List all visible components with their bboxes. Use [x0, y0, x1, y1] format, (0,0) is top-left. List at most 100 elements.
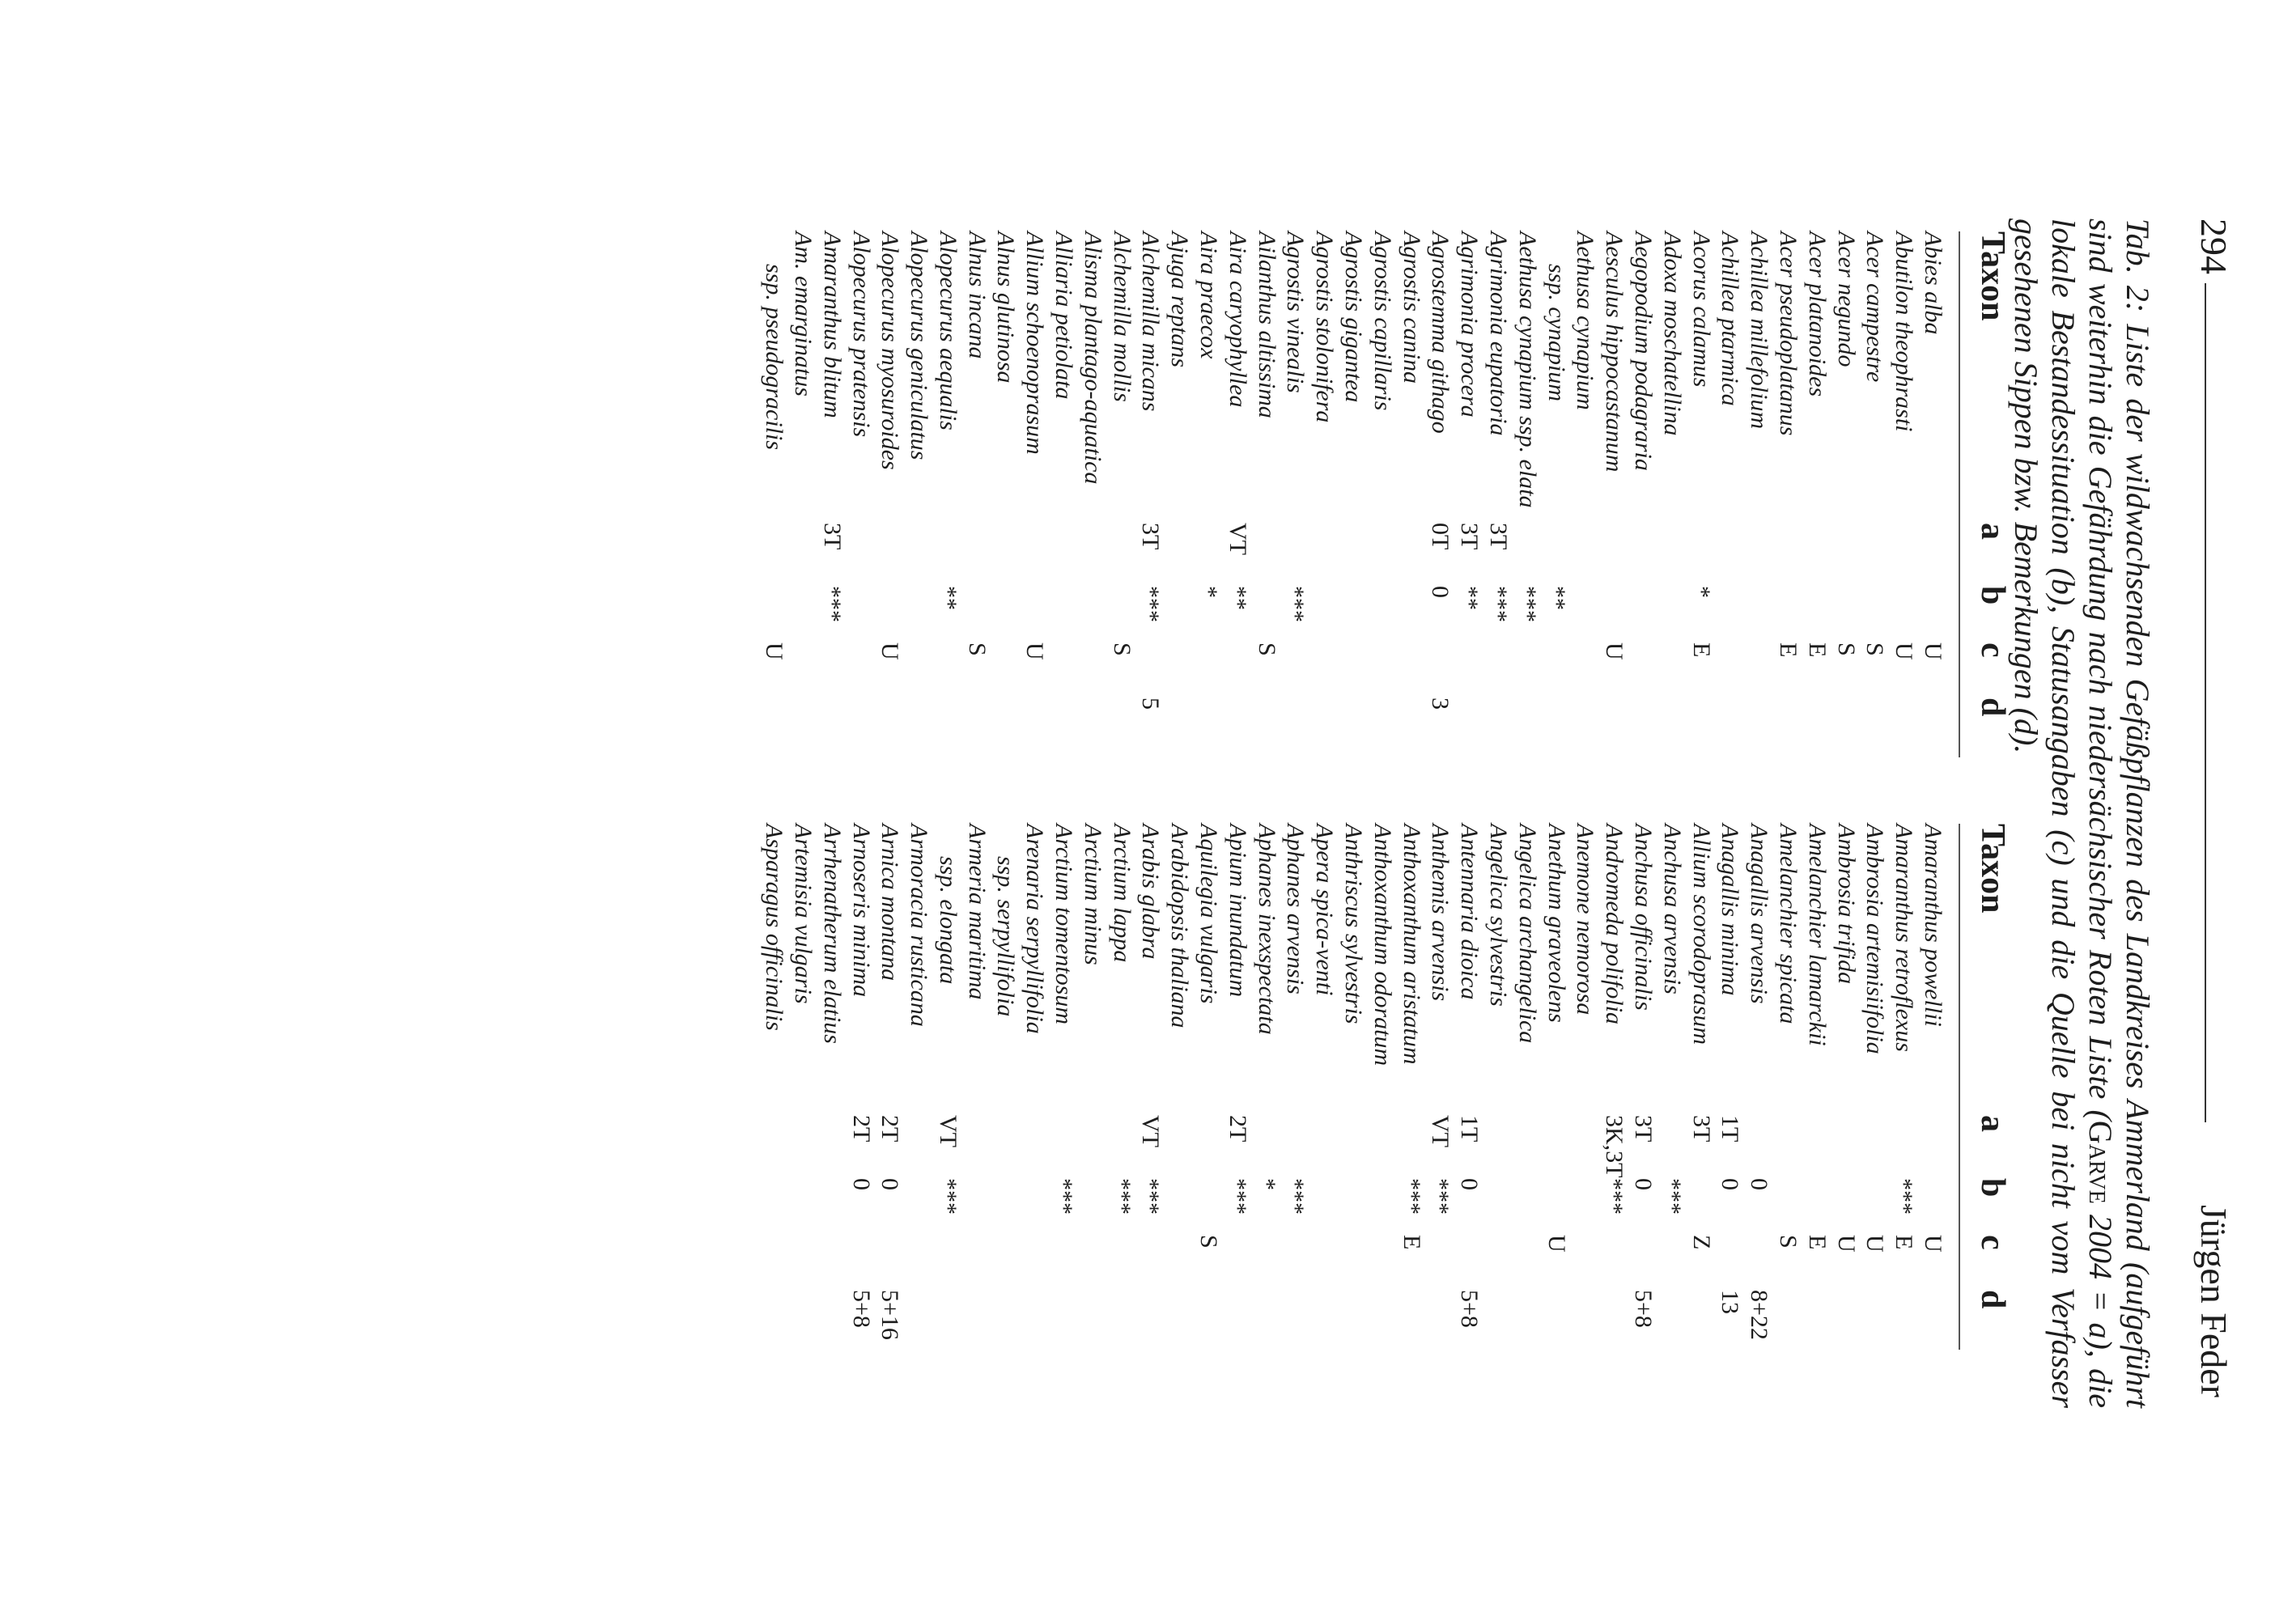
- col-a-cell: 3T: [1456, 523, 1483, 550]
- table-row: Acer platanoides E: [1802, 231, 1831, 757]
- table-row: Arctium lappa ***: [1107, 824, 1136, 1350]
- col-d-cell: 5: [1137, 698, 1165, 710]
- taxon-cell: Aquilegia vulgaris: [1195, 824, 1223, 1004]
- taxon-table-left: Taxon a b c d Abies alba U Abutilon theoph…: [759, 231, 2017, 757]
- taxon-cell: Agrostis stolonifera: [1311, 231, 1339, 423]
- table-row: Alopecurus pratensis: [847, 231, 876, 757]
- table-row: Alnus glutinosa: [991, 231, 1021, 757]
- col-c-cell: E: [1803, 1235, 1831, 1250]
- taxon-cell: Alchemilla mollis: [1108, 231, 1135, 402]
- taxon-cell: Apium inundatum: [1224, 824, 1251, 998]
- table-row: Apium inundatum 2T ***: [1223, 824, 1252, 1350]
- col-b-cell: 0: [847, 1178, 875, 1190]
- col-a-cell: 0T: [1427, 523, 1454, 550]
- col-header-d: d: [1974, 1290, 2011, 1309]
- table-row: Anagallis arvensis 0 8+22: [1744, 824, 1773, 1350]
- col-a-cell: 2T: [876, 1115, 904, 1143]
- taxon-cell: Am. emarginatus: [789, 231, 817, 396]
- col-c-cell: U: [876, 642, 904, 660]
- taxon-cell: Anemone nemorosa: [1572, 824, 1599, 1016]
- taxon-cell: Ambrosia artemisiifolia: [1861, 824, 1889, 1054]
- table-row: Arnoseris minima 2T 0 5+8: [847, 824, 876, 1350]
- taxon-cell: Arctium tomentosum: [1050, 824, 1078, 1025]
- col-b-cell: ***: [1050, 1178, 1078, 1215]
- col-d-cell: 13: [1717, 1290, 1744, 1314]
- table-row: Agrimonia procera 3T **: [1454, 231, 1483, 757]
- taxon-cell: Abies alba: [1920, 231, 1946, 335]
- col-b-cell: **: [1543, 586, 1570, 610]
- taxon-cell: Agrimonia procera: [1456, 231, 1483, 418]
- col-b-cell: 0: [876, 1178, 904, 1190]
- taxon-cell: Acorus calamus: [1687, 231, 1715, 388]
- taxon-cell: Alopecurus geniculatus: [906, 231, 933, 460]
- taxon-cell: Ailanthus altissima: [1253, 231, 1280, 418]
- col-header-a: a: [1974, 1115, 2011, 1132]
- taxon-cell: Asparagus officinalis: [761, 824, 788, 1031]
- col-a-cell: VT: [934, 1115, 961, 1147]
- col-b-cell: ***: [934, 1178, 961, 1215]
- col-b-cell: 0: [1717, 1178, 1744, 1190]
- taxon-cell: Agrimonia eupatoria: [1485, 231, 1513, 436]
- taxon-cell: ssp. pseudogracilis: [761, 264, 788, 451]
- taxon-table-right: Taxon a b c d Amaranthus powellii U Amaran…: [759, 824, 2017, 1350]
- taxon-cell: Arenaria serpyllifolia: [1021, 824, 1049, 1034]
- table-row: Aethusa cynapium ssp. elata ***: [1513, 231, 1542, 757]
- table-row: Arabis glabra VT ***: [1136, 824, 1165, 1350]
- table-row: Amaranthus powellii U: [1918, 824, 1947, 1350]
- table-row: Agrostis capillaris: [1368, 231, 1397, 757]
- taxon-cell: Achillea ptarmica: [1717, 231, 1744, 406]
- table-row: ssp. serpyllifolia: [991, 824, 1021, 1350]
- taxon-cell: Alopecurus aequalis: [934, 231, 961, 430]
- table-row: Agrimonia eupatoria 3T ***: [1483, 231, 1513, 757]
- col-b-cell: ***: [1485, 586, 1513, 622]
- table-row: Aegopodium podagraria: [1628, 231, 1657, 757]
- table-row: Andromeda polifolia 3K,3T ***: [1599, 824, 1628, 1350]
- col-d-cell: 5+16: [876, 1290, 904, 1340]
- col-b-cell: *: [1687, 586, 1715, 598]
- table-row: Armoracia rusticana: [904, 824, 933, 1350]
- taxon-cell: Aira caryophyllea: [1224, 231, 1251, 408]
- table-row: Angelica sylvestris: [1483, 824, 1513, 1350]
- col-c-cell: S: [1775, 1235, 1802, 1249]
- taxon-cell: Amelanchier spicata: [1775, 824, 1802, 1024]
- col-b-cell: ***: [1601, 1178, 1628, 1215]
- taxon-cell: Aphanes arvensis: [1282, 824, 1309, 994]
- taxon-cell: Angelica sylvestris: [1485, 824, 1513, 1007]
- col-b-cell: ***: [1137, 1178, 1165, 1215]
- taxon-cell: Arctium minus: [1079, 824, 1106, 965]
- taxon-cell: Arabis glabra: [1137, 824, 1165, 960]
- col-b-cell: ***: [818, 586, 846, 622]
- table-row: Abutilon theophrasti U: [1889, 231, 1918, 757]
- taxon-cell: Ajuga reptans: [1166, 231, 1194, 368]
- col-c-cell: U: [761, 642, 788, 660]
- taxon-cell: Apera spica-venti: [1311, 824, 1339, 996]
- col-c-cell: S: [1195, 1235, 1223, 1249]
- col-d-cell: 8+22: [1746, 1290, 1773, 1340]
- taxon-cell: Armoracia rusticana: [906, 824, 933, 1027]
- table-body: Abies alba U Abutilon theophrasti U Acer cam…: [759, 231, 1959, 757]
- taxon-cell: Amaranthus blitum: [818, 231, 846, 418]
- table-row: Arctium tomentosum ***: [1049, 824, 1078, 1350]
- col-c-cell: S: [963, 642, 991, 656]
- col-c-cell: U: [1920, 1235, 1946, 1253]
- col-header-b: b: [1974, 1178, 2011, 1198]
- col-d-cell: 5+8: [847, 1290, 875, 1328]
- taxon-cell: Alopecurus pratensis: [847, 231, 875, 438]
- table-row: Aquilegia vulgaris S: [1194, 824, 1223, 1350]
- table-body: Amaranthus powellii U Amaranthus retroflex…: [759, 824, 1959, 1350]
- taxon-cell: Aethusa cynapium ssp. elata: [1513, 231, 1541, 508]
- taxon-cell: Andromeda polifolia: [1601, 824, 1628, 1025]
- taxon-cell: Amelanchier lamarckii: [1803, 824, 1831, 1046]
- table-row: Agrostis gigantea: [1339, 231, 1368, 757]
- table-row: Antennaria dioica 1T 0 5+8: [1454, 824, 1483, 1350]
- table-row: Ambrosia artemisiifolia U: [1861, 824, 1890, 1350]
- table-row: Ajuga reptans: [1165, 231, 1194, 757]
- taxon-cell: Arrhenatherum elatius: [818, 824, 846, 1044]
- col-b-cell: ***: [1427, 1178, 1454, 1215]
- col-c-cell: Z: [1687, 1235, 1715, 1250]
- col-c-cell: U: [1543, 1235, 1570, 1253]
- col-a-cell: 3T: [1485, 523, 1513, 550]
- table-row: Alisma plantago-aquatica: [1078, 231, 1107, 757]
- taxon-cell: ssp. elongata: [934, 856, 961, 985]
- col-b-cell: 0: [1746, 1178, 1773, 1190]
